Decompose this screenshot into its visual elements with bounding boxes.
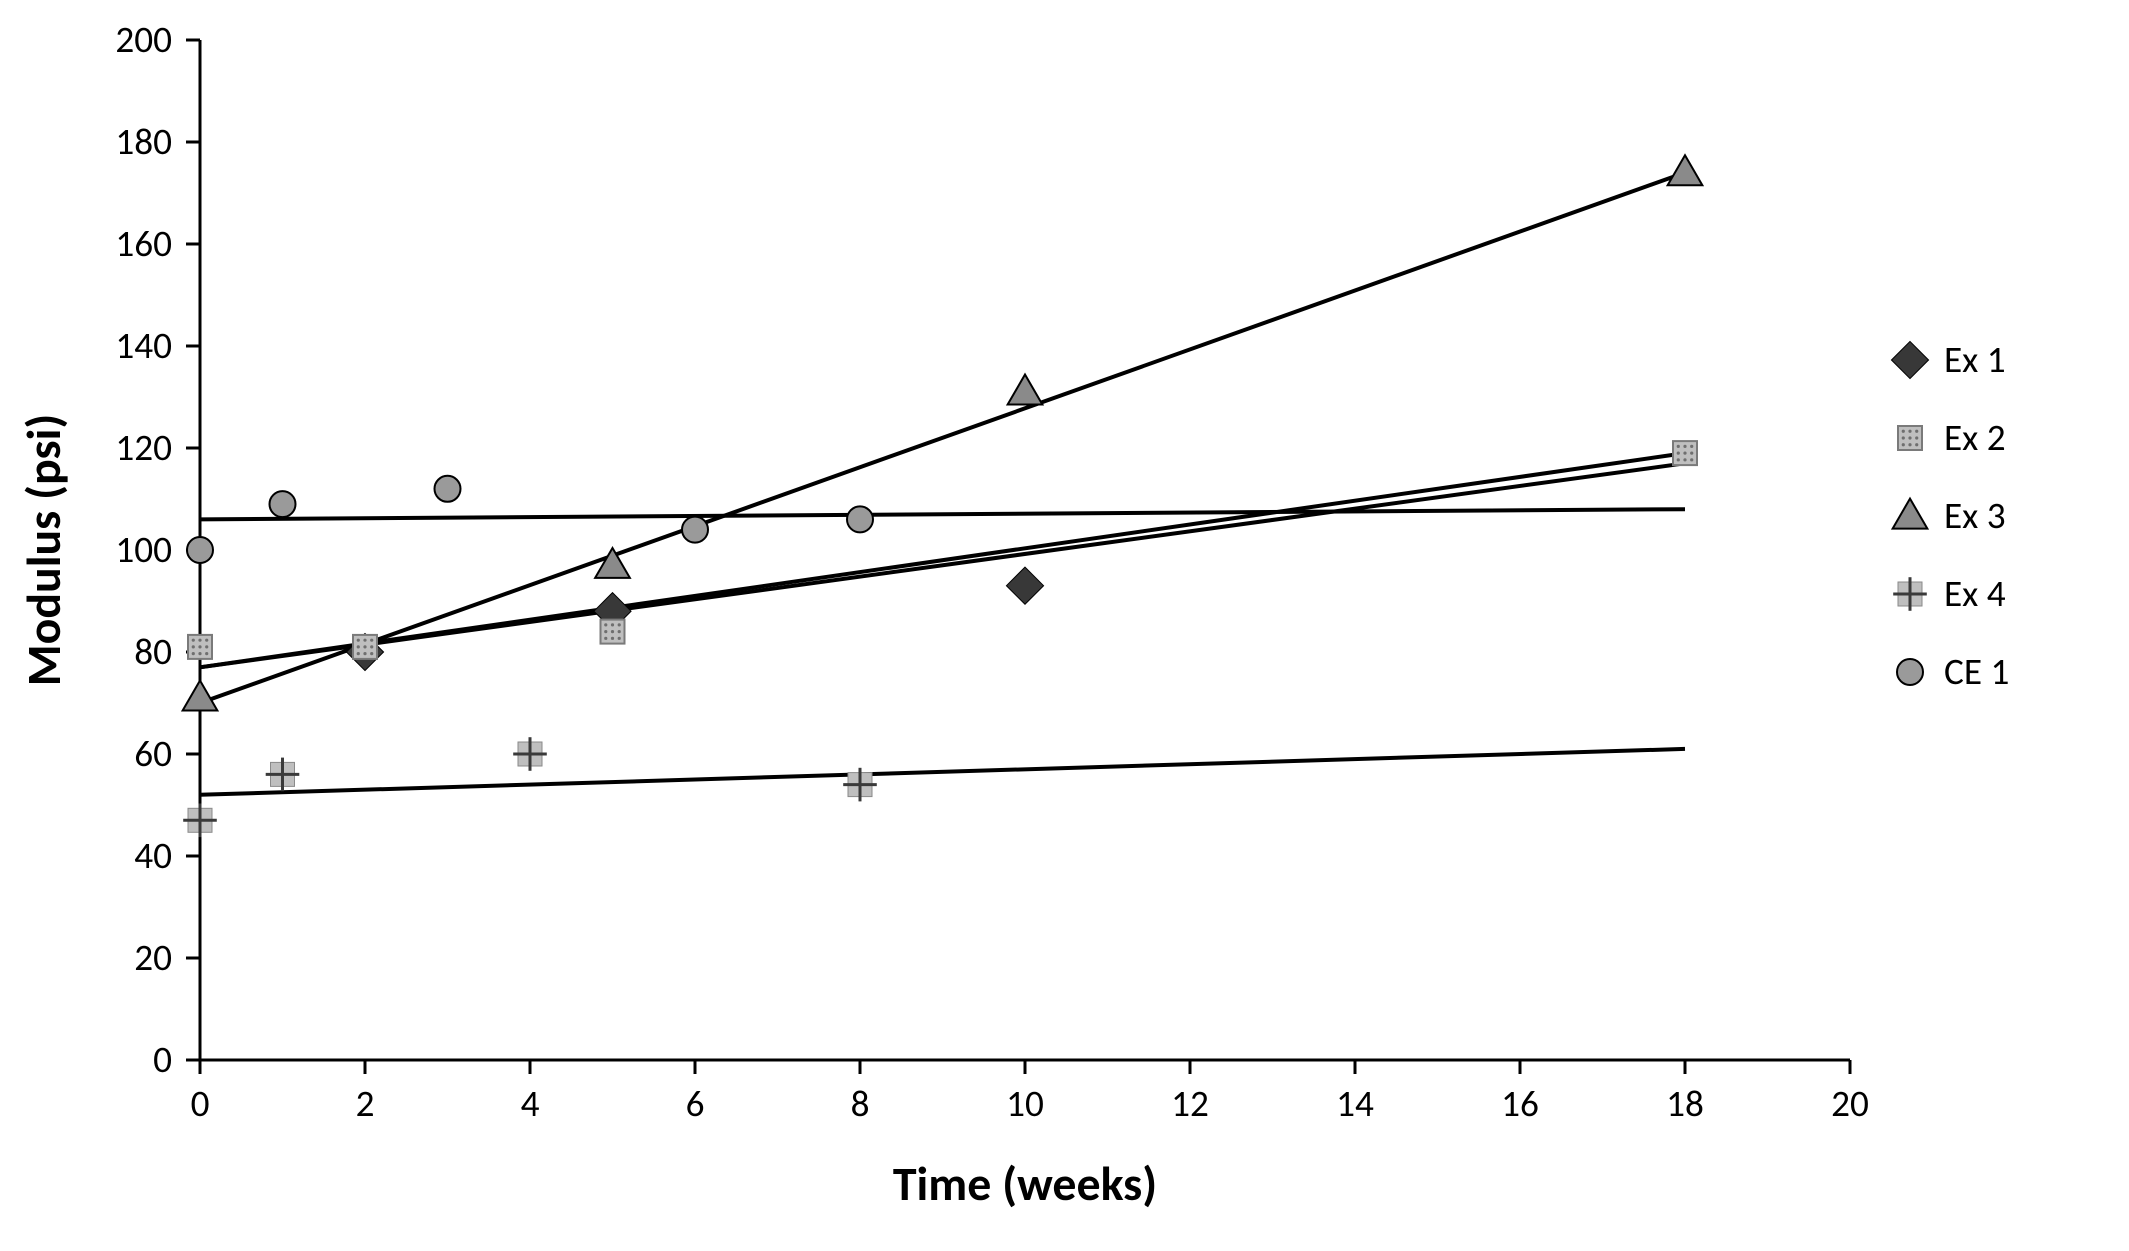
point-ex2-1 [353,635,377,659]
y-axis-label: Modulus (psi) [14,414,73,686]
modulus-vs-time-chart: 0246810121416182002040608010012014016018… [0,0,2129,1251]
y-tick-label: 140 [115,324,172,369]
legend-label-ce1: CE 1 [1944,650,2009,695]
x-tick-label: 2 [356,1082,375,1127]
point-ce1-0 [187,537,213,563]
x-axis-label: Time (weeks) [893,1154,1157,1213]
chart-container: 0246810121416182002040608010012014016018… [0,0,2129,1251]
point-ce1-1 [270,491,296,517]
y-tick-label: 20 [134,936,172,981]
point-ce1-2 [435,476,461,502]
x-tick-label: 20 [1831,1082,1869,1127]
y-tick-label: 120 [115,426,172,471]
legend-marker-ex4 [1893,577,1927,611]
legend-label-ex2: Ex 2 [1944,416,2006,461]
point-ex2-3 [1673,441,1697,465]
y-tick-label: 180 [115,120,172,165]
x-tick-label: 0 [191,1082,210,1127]
y-tick-label: 60 [134,732,172,777]
y-tick-label: 80 [134,630,172,675]
x-tick-label: 14 [1336,1082,1374,1127]
legend-marker-ex2 [1898,426,1922,450]
point-ce1-3 [682,517,708,543]
y-tick-label: 0 [153,1038,172,1083]
x-tick-label: 12 [1171,1082,1209,1127]
y-tick-label: 100 [115,528,172,573]
y-tick-label: 40 [134,834,172,879]
legend-label-ex4: Ex 4 [1944,572,2006,617]
point-ce1-4 [847,506,873,532]
legend-marker-ce1 [1897,659,1923,685]
x-tick-label: 16 [1501,1082,1539,1127]
point-ex2-0 [188,635,212,659]
legend-label-ex1: Ex 1 [1944,338,2006,383]
point-ex4-2 [513,737,547,771]
x-tick-label: 18 [1666,1082,1704,1127]
point-ex4-0 [183,804,217,838]
x-tick-label: 6 [686,1082,705,1127]
x-tick-label: 10 [1006,1082,1044,1127]
x-tick-label: 4 [521,1082,540,1127]
y-tick-label: 200 [115,18,172,63]
legend-label-ex3: Ex 3 [1944,494,2006,539]
point-ex4-1 [266,758,300,792]
point-ex4-3 [843,768,877,802]
x-tick-label: 8 [851,1082,870,1127]
point-ex2-2 [601,620,625,644]
y-tick-label: 160 [115,222,172,267]
